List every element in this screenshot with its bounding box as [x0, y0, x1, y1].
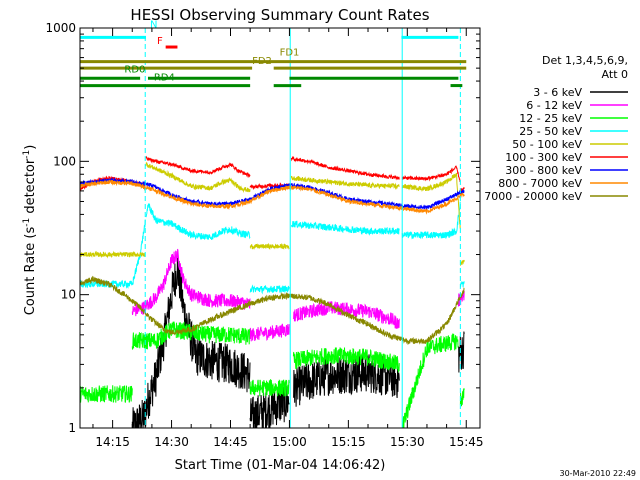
flag-bars: [80, 35, 467, 88]
series-100-300-kev-segment-3: [249, 182, 290, 191]
x-tick-label-7: 15:45: [449, 435, 484, 449]
legend-header-2: Att 0: [602, 68, 628, 81]
y-axis-label-part-2: detector: [23, 158, 38, 218]
series-300-800-kev-segment-1: [80, 176, 465, 211]
legend-label-2: 6 - 12 keV: [526, 99, 582, 112]
x-axis-label: Start Time (01-Mar-04 14:06:42): [175, 458, 386, 473]
x-tick-label-6: 15:30: [390, 435, 425, 449]
legend-label-6: 100 - 300 keV: [505, 151, 582, 164]
series-7000-20000-kev-segment-1: [80, 275, 465, 346]
y-axis-label-sup-1: -1: [22, 218, 32, 227]
legend-label-5: 50 - 100 keV: [512, 138, 582, 151]
y-tick-label-4: 1000: [45, 21, 76, 35]
series-25-50-kev-segment-5: [401, 201, 461, 240]
series-3-6-kev-segment-3: [292, 353, 400, 407]
series-3-6-kev-segment-2: [249, 382, 290, 428]
plot-frame: [79, 27, 481, 429]
legend-label-3: 12 - 25 keV: [519, 112, 582, 125]
y-tick-label-2: 10: [61, 288, 76, 302]
series-12-25-kev-segment-6: [459, 388, 465, 407]
legend-label-4: 25 - 50 keV: [519, 125, 582, 138]
flag-label-rd4: RD4: [154, 72, 175, 83]
x-tick-label-4: 15:00: [272, 435, 307, 449]
series-6-12-kev-segment-3: [292, 301, 400, 329]
flag-label-fd2: FD2: [252, 56, 272, 67]
series-100-300-kev-segment-2: [145, 155, 251, 178]
y-axis-label-sup-2: -1: [22, 150, 32, 159]
x-tick-label-1: 14:15: [95, 435, 130, 449]
y-axis-label-part-1: Count Rate (s: [23, 227, 38, 316]
series-50-100-kev-segment-5: [401, 172, 461, 229]
series-800-7000-kev-segment-1: [80, 179, 465, 215]
series-6-12-kev-segment-2: [249, 323, 290, 342]
series-50-100-kev-segment-4: [290, 175, 400, 191]
series-12-25-kev-segment-4: [292, 347, 400, 374]
legend-label-1: 3 - 6 keV: [533, 86, 582, 99]
series-50-100-kev-segment-3: [249, 242, 290, 250]
series-12-25-kev-segment-3: [249, 379, 290, 397]
footer-timestamp: 30-Mar-2010 22:49: [560, 469, 637, 478]
y-axis-label-part-3: ): [23, 145, 38, 150]
chart-title: HESSI Observing Summary Count Rates: [130, 6, 429, 24]
flag-label-rd0: RD0: [124, 65, 145, 76]
series-25-50-kev-segment-6: [459, 280, 465, 288]
series-25-50-kev-segment-4: [290, 220, 400, 236]
flag-label-f: F: [157, 36, 163, 47]
series-100-300-kev-segment-5: [401, 165, 461, 182]
series-100-300-kev-segment-4: [290, 155, 400, 181]
series-50-100-kev-segment-6: [459, 259, 465, 266]
attenuator-lines: [144, 28, 461, 428]
series-3-6-kev-segment-1: [131, 256, 251, 428]
flag-label-n: N: [150, 19, 157, 30]
series-12-25-kev-segment-1: [80, 385, 133, 403]
legend-label-8: 800 - 7000 keV: [498, 177, 582, 190]
legend-label-7: 300 - 800 keV: [505, 164, 582, 177]
series-25-50-kev-segment-3: [249, 284, 290, 295]
legend-header-1: Det 1,3,4,5,6,9,: [542, 54, 628, 67]
series-50-100-kev-segment-1: [80, 250, 146, 259]
x-tick-label-5: 15:15: [331, 435, 366, 449]
y-axis-label: Count Rate (s-1 detector-1): [22, 145, 38, 316]
series-3-6-kev-segment-4: [457, 331, 465, 373]
legend-label-9: 7000 - 20000 keV: [484, 190, 582, 203]
series-50-100-kev-segment-2: [145, 161, 251, 193]
series-25-50-kev-segment-2: [145, 203, 251, 241]
series-6-12-kev-segment-1: [131, 248, 251, 317]
y-tick-label-1: 1: [68, 421, 76, 435]
axes: 14:15 14:30 14:45 15:00 15:15 15:30 15:45 1 10 10…: [45, 21, 483, 449]
series-12-25-kev-segment-5: [402, 333, 459, 428]
y-tick-label-3: 100: [53, 154, 76, 168]
x-tick-label-3: 14:45: [213, 435, 248, 449]
series-layer: [80, 155, 465, 428]
x-tick-label-2: 14:30: [154, 435, 189, 449]
flag-label-fd1: FD1: [280, 48, 300, 59]
